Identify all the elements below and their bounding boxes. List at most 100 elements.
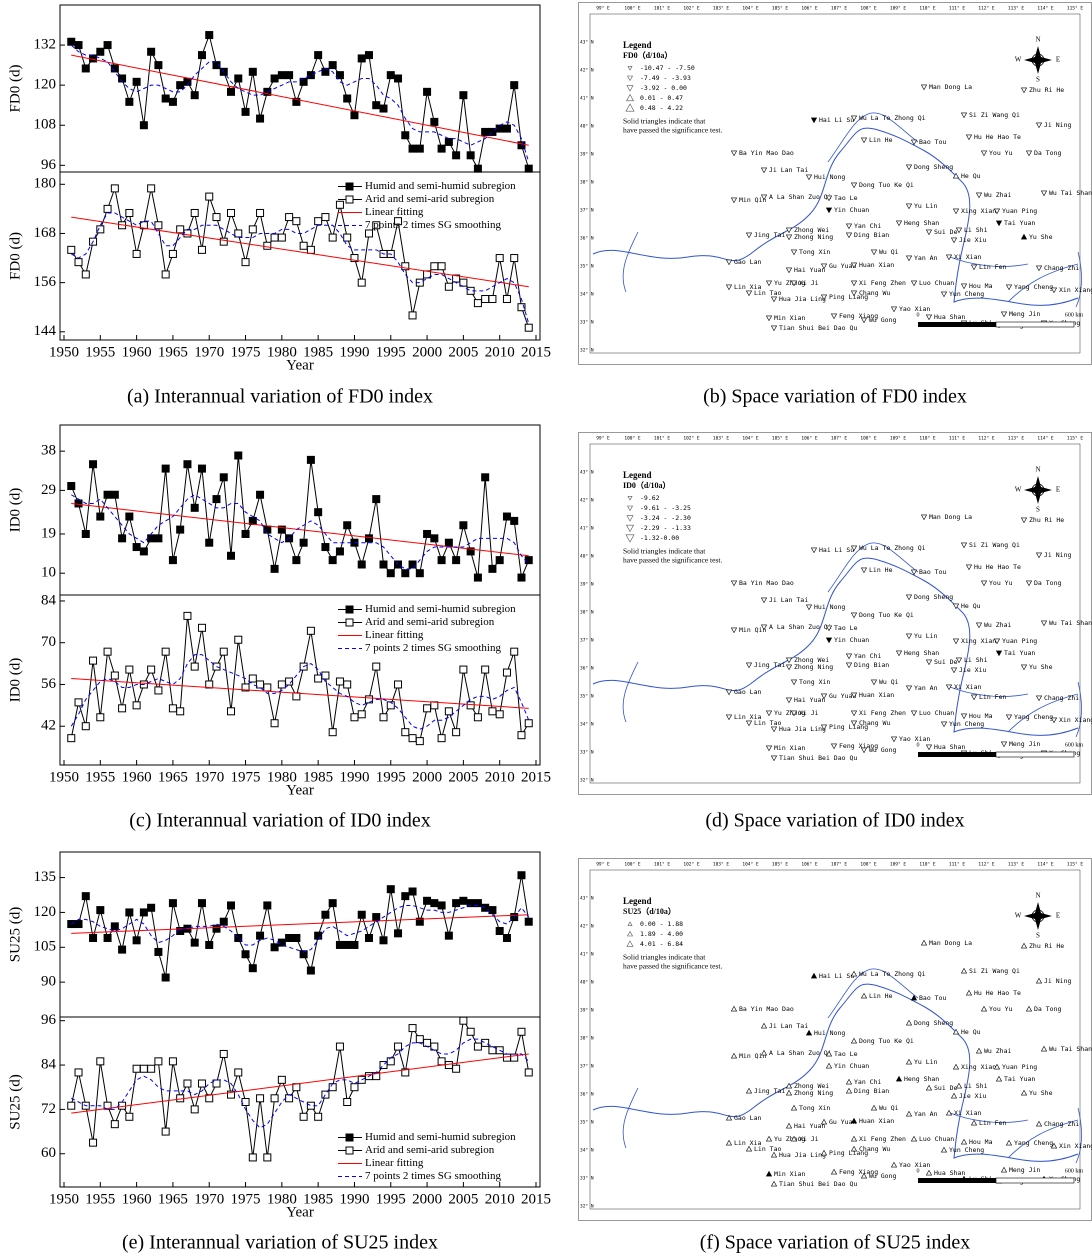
station-name: Da Tong [1034,579,1061,587]
station-marker [830,743,838,750]
station-marker [1005,714,1013,721]
station-name: Yu Lin [914,1058,938,1066]
data-point [481,473,490,482]
station-marker [975,1047,983,1054]
station-name: Li Shi [964,656,988,664]
station-marker [890,736,898,743]
station-marker [1020,233,1028,240]
data-point [350,1083,359,1092]
data-point [241,683,250,692]
scale-label: 0 [917,312,920,318]
station-name: Ji Ning [1044,977,1071,985]
station-name: Yuan Ping [1002,1063,1037,1071]
data-point [517,573,526,582]
figure-caption: (e) Interannual variation of SU25 index [122,1232,438,1254]
y-tick-label: 70 [41,634,56,650]
data-point [379,560,388,569]
station-marker [980,150,988,157]
x-tick-label: 1955 [85,1191,115,1207]
map-inner-frame [589,869,1081,1210]
station-name: Hu He Hao Te [974,989,1021,997]
latitude-label: 42° N [580,498,594,504]
data-point [110,671,119,680]
data-point [524,323,533,332]
y-tick-label: 72 [41,1101,56,1117]
data-point [524,1068,533,1077]
data-point [364,534,373,543]
station-name: Xi Ji [799,1135,819,1143]
station-name: Huan Xian [859,261,894,269]
station-marker [860,567,868,574]
station-marker [945,1109,953,1116]
station-marker [725,1139,733,1146]
x-tick-label: 2000 [412,344,442,360]
data-point [285,71,294,80]
data-point [270,943,279,952]
data-point [444,931,453,940]
station-marker [940,721,948,728]
station-name: Ding Bian [854,231,889,239]
compass-letter: E [1056,56,1060,64]
smoothing-line [70,44,530,163]
longitude-label: 106° E [801,862,818,868]
latitude-label: 41° N [580,526,594,532]
data-point [161,1127,170,1136]
map-legend-label: -3.92 - 0.00 [640,84,687,92]
legend-label: 7 points 2 times SG smoothing [365,642,501,654]
data-point [147,534,156,543]
station-name: Man Dong La [929,939,972,947]
x-tick-label: 2015 [521,344,551,360]
station-name: Yan Chi [854,222,881,230]
station-name: Chang Zhi [1044,264,1079,272]
data-point [96,47,105,56]
latitude-label: 40° N [580,980,594,986]
station-marker [905,1110,913,1117]
longitude-label: 113° E [1008,862,1025,868]
station-marker [910,280,918,287]
data-point [386,885,395,894]
station-name: Wu Zhai [984,191,1011,199]
station-name: Man Dong La [929,83,972,91]
station-marker [770,755,778,762]
compass-rose [1024,46,1052,74]
data-point [103,204,112,213]
station-name: Meng Jin [1009,310,1040,318]
station-marker [725,259,733,266]
longitude-label: 99° E [596,862,610,868]
data-point [227,208,236,217]
river [827,542,1079,733]
station-name: Chang Zhi [1044,1120,1079,1128]
station-name: Hui Nong [814,1029,845,1037]
data-point [132,77,141,86]
latitude-label: 42° N [580,68,594,74]
data-point [205,192,214,201]
legend-symbol [627,496,633,501]
legend-symbol [626,515,634,522]
longitude-label: 103° E [713,436,730,442]
station-name: Ding Bian [854,1087,889,1095]
data-point [263,1153,272,1162]
data-point [386,71,395,80]
station-name: Tong Xin [799,678,830,686]
y-tick-label: 56 [41,676,57,692]
station-name: Dong Tuo Ke Qi [859,181,914,189]
data-point [277,1075,286,1084]
data-point [110,922,119,931]
data-line [70,455,530,580]
data-point [502,933,511,942]
longitude-label: 115° E [1067,436,1084,442]
latitude-label: 35° N [580,264,594,270]
legend-label: Arid and semi-arid subregion [365,1144,495,1156]
station-name: Yu Zhong [774,279,805,287]
data-point [517,303,526,312]
data-point [132,936,141,945]
station-marker [945,254,953,261]
latitude-label: 36° N [580,236,594,242]
station-name: Yan Chi [854,652,881,660]
data-point [118,1101,127,1110]
station-marker [1005,1139,1013,1146]
data-point [234,229,243,238]
data-point [452,1064,461,1073]
station-marker [910,994,918,1001]
data-point [335,71,344,80]
